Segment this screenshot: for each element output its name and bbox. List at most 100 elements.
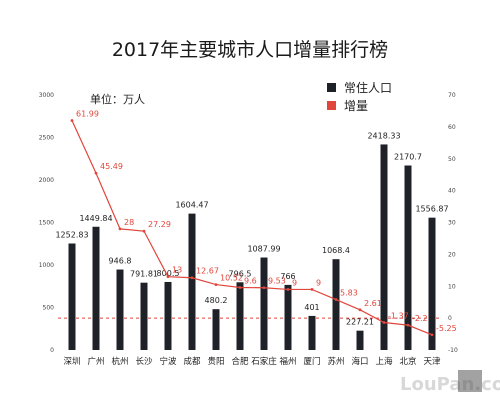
watermark-box-icon <box>458 370 482 392</box>
category-label: 深圳 <box>63 356 80 367</box>
population-bar <box>236 282 244 350</box>
right-axis-tick: 10 <box>448 283 456 290</box>
category-label: 福州 <box>279 356 296 367</box>
population-bar-label: 800.5 <box>157 269 180 278</box>
increase-point <box>214 283 218 286</box>
population-bar-label: 946.8 <box>109 257 132 266</box>
right-axis-tick: 60 <box>448 124 456 131</box>
population-bar-label: 1556.87 <box>415 205 448 214</box>
left-axis: 0 500 1000 1500 2000 2500 3000 <box>39 92 54 354</box>
right-axis-tick: 70 <box>448 92 456 99</box>
population-bar <box>356 330 364 350</box>
increase-label: 9.53 <box>268 277 286 286</box>
legend-label-population: 常住人口 <box>344 81 392 95</box>
chart-title: 2017年主要城市人口增量排行榜 <box>112 39 388 61</box>
population-bar-label: 227.21 <box>346 318 374 327</box>
increase-line <box>71 120 433 336</box>
watermark-text: LouPan.com <box>400 374 500 395</box>
increase-label: 10.52 <box>220 274 243 283</box>
increase-point <box>358 308 362 312</box>
increase-label: 45.49 <box>100 162 123 171</box>
population-bar <box>68 243 76 350</box>
legend: 常住人口 增量 <box>327 81 392 113</box>
increase-point <box>70 119 74 122</box>
category-label: 苏州 <box>327 356 344 367</box>
population-bar-label: 791.81 <box>130 270 158 279</box>
category-label: 长沙 <box>135 356 153 367</box>
increase-point <box>142 229 146 233</box>
increase-point <box>334 298 338 301</box>
population-bar <box>140 282 148 350</box>
population-bar-label: 1604.47 <box>175 201 208 210</box>
increase-point <box>94 171 98 175</box>
increase-point <box>310 288 314 291</box>
increase-point <box>286 288 290 291</box>
category-label: 成都 <box>183 356 201 367</box>
left-axis-tick: 0 <box>50 347 54 354</box>
increase-label: 27.29 <box>148 220 171 229</box>
population-bar-label: 2170.7 <box>394 152 422 161</box>
increase-label: 13 <box>172 266 182 275</box>
increase-point <box>382 321 386 324</box>
increase-label: 12.67 <box>196 267 219 276</box>
category-label: 石家庄 <box>251 356 277 367</box>
increase-point <box>190 276 194 280</box>
increase-point <box>118 227 122 231</box>
population-bar-label: 796.5 <box>229 269 252 278</box>
increase-point <box>262 286 266 290</box>
increase-label: 28 <box>124 218 134 227</box>
increase-point <box>238 286 242 289</box>
left-axis-tick: 2000 <box>39 177 54 184</box>
left-axis-tick: 1000 <box>39 262 54 269</box>
population-bar <box>92 226 100 350</box>
right-axis-tick: 0 <box>448 315 452 322</box>
category-label: 海口 <box>351 356 368 367</box>
watermark: LouPan.com <box>400 370 500 395</box>
increase-label: -5.25 <box>436 324 457 333</box>
population-bar <box>212 309 220 350</box>
left-axis-tick: 2500 <box>39 135 54 142</box>
increase-point <box>166 275 170 279</box>
increase-label: 2.61 <box>364 299 382 308</box>
population-bar <box>260 257 268 350</box>
increase-label: -2.2 <box>412 314 428 323</box>
left-axis-tick: 1500 <box>39 220 54 227</box>
category-labels: 深圳 广州 杭州 长沙 宁波 成都 贵阳 合肥 石家庄 福州 厦门 苏州 海口 上海 北京 天津 <box>63 356 441 367</box>
category-label: 贵阳 <box>207 356 224 367</box>
right-axis-tick: 40 <box>448 188 456 195</box>
increase-label: 61.99 <box>76 110 99 119</box>
population-bar-label: 1068.4 <box>322 246 350 255</box>
category-label: 天津 <box>423 356 441 367</box>
population-bar <box>308 315 316 350</box>
population-bar-label: 1449.84 <box>79 214 112 223</box>
increase-point <box>430 333 434 337</box>
population-bar <box>380 144 388 350</box>
category-label: 宁波 <box>159 356 177 367</box>
unit-label: 单位：万人 <box>90 92 145 106</box>
category-label: 合肥 <box>231 356 249 367</box>
left-axis-tick: 3000 <box>39 92 54 99</box>
population-bar-label: 766 <box>280 272 295 281</box>
population-bar <box>188 213 196 350</box>
category-label: 北京 <box>399 356 416 367</box>
category-label: 厦门 <box>303 356 320 367</box>
right-axis-tick: 50 <box>448 156 456 163</box>
legend-label-increase: 增量 <box>344 99 368 113</box>
category-label: 上海 <box>375 356 393 367</box>
right-axis-tick: 20 <box>448 251 456 258</box>
increase-label: 9 <box>316 278 321 287</box>
right-axis-tick: 30 <box>448 220 456 227</box>
increase-label: 9.6 <box>244 277 257 286</box>
population-bar-label: 401 <box>304 303 319 312</box>
legend-swatch-population <box>327 83 336 92</box>
population-bar-label: 480.2 <box>205 296 228 305</box>
increase-label: 9 <box>292 278 297 287</box>
population-bar <box>164 281 172 350</box>
category-label: 杭州 <box>111 356 128 367</box>
right-axis: -10 0 10 20 30 40 50 60 70 <box>448 92 458 354</box>
population-bar <box>332 259 340 350</box>
population-bar-label: 1252.83 <box>55 231 88 240</box>
